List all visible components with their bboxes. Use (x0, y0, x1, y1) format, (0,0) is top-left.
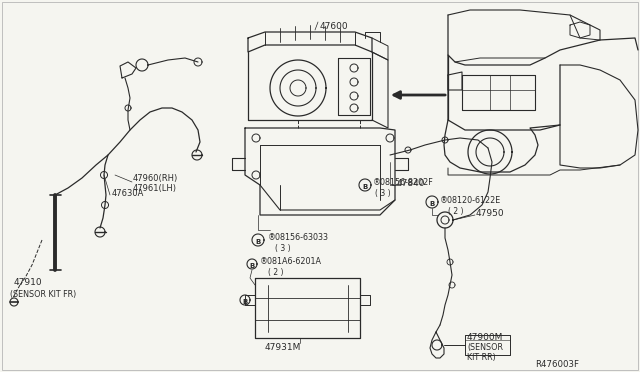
Text: 47900M: 47900M (467, 333, 504, 342)
Text: 47961(LH): 47961(LH) (133, 183, 177, 192)
Text: R476003F: R476003F (535, 360, 579, 369)
Text: B: B (429, 201, 435, 207)
Text: ®08156-63033: ®08156-63033 (268, 232, 329, 241)
Text: ( 3 ): ( 3 ) (275, 244, 291, 253)
Text: (SENSOR: (SENSOR (467, 343, 503, 352)
Text: ®08156-8202F: ®08156-8202F (373, 177, 434, 186)
Text: 47910: 47910 (14, 278, 43, 287)
Text: 47950: 47950 (476, 208, 504, 218)
Text: KIT RR): KIT RR) (467, 353, 496, 362)
Text: 47630A: 47630A (112, 189, 145, 198)
Text: 47931M: 47931M (265, 343, 301, 352)
Text: 47840: 47840 (397, 179, 426, 187)
Text: ®08120-6122E: ®08120-6122E (440, 196, 501, 205)
Text: 47600: 47600 (320, 22, 349, 31)
Text: ®081A6-6201A: ®081A6-6201A (260, 257, 322, 266)
Text: ( 2 ): ( 2 ) (448, 206, 463, 215)
Text: B: B (362, 184, 367, 190)
Text: (SENSOR KIT FR): (SENSOR KIT FR) (10, 290, 76, 299)
Text: B: B (243, 299, 248, 305)
Text: B: B (250, 263, 255, 269)
Text: ( 3 ): ( 3 ) (375, 189, 390, 198)
Text: ( 2 ): ( 2 ) (268, 269, 284, 278)
Text: 47960(RH): 47960(RH) (133, 173, 179, 183)
Text: B: B (255, 239, 260, 245)
